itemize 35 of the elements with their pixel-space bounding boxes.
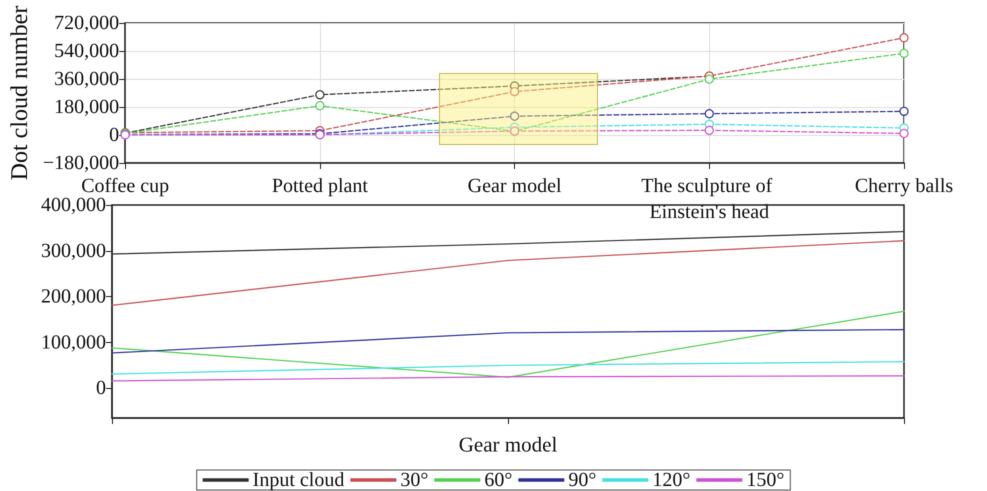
point [899, 128, 909, 138]
y-tick-label: 200,000 [41, 286, 106, 308]
y-tick-label: 400,000 [41, 194, 106, 216]
x-tick-label: The sculpture of Einstein's head [641, 175, 778, 223]
y-tick-label: −180,000 [42, 152, 120, 174]
x-tick-label: Cherry balls [854, 175, 954, 197]
y-tick-label: 0 [109, 124, 120, 146]
y-tick-label: 0 [96, 377, 106, 400]
y-axis-title: Dot cloud number [7, 6, 33, 180]
y-tick-label: 720,000 [54, 12, 120, 34]
point [704, 109, 714, 118]
legend-label: 120° [652, 469, 690, 491]
y-tick-label: 300,000 [41, 240, 106, 262]
legend-label: 30° [400, 469, 428, 491]
legend-label: 60° [484, 469, 512, 491]
point [899, 106, 909, 116]
point [510, 112, 520, 121]
legend-label: 90° [568, 469, 596, 491]
y-tick-label: 360,000 [54, 68, 120, 90]
x-tick-label: Potted plant [272, 175, 368, 197]
x-tick-label: Coffee cup [81, 175, 170, 197]
point [704, 74, 714, 84]
legend-label: 150° [746, 469, 784, 491]
point [704, 126, 714, 135]
y-tick-label: 180,000 [54, 96, 120, 118]
point [899, 33, 909, 42]
point [315, 101, 324, 110]
point [899, 48, 909, 58]
legend-label: Input cloud [252, 469, 344, 491]
x-tick-label: Gear model [468, 175, 562, 197]
y-tick-label: 540,000 [54, 40, 120, 62]
x-axis-title: Gear model [458, 432, 558, 456]
y-tick-label: 100,000 [41, 331, 106, 354]
point [510, 87, 520, 96]
point [315, 90, 324, 100]
